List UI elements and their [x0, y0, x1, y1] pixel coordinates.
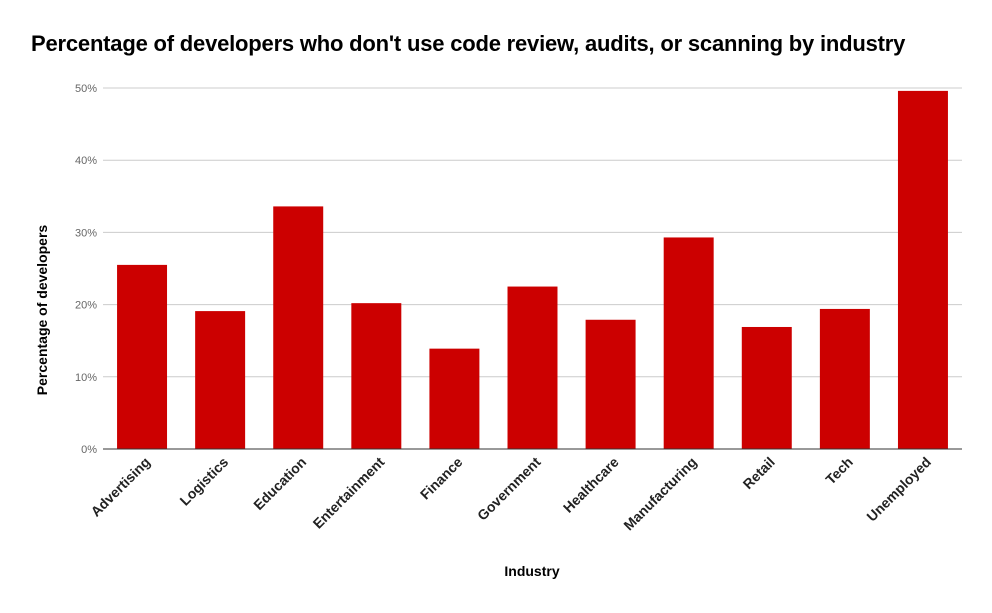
x-tick-label: Government [474, 454, 544, 524]
x-tick-label: Manufacturing [620, 454, 700, 534]
bar-tech [819, 308, 870, 449]
y-tick-label: 10% [75, 372, 97, 384]
bar-retail [741, 326, 792, 449]
y-tick-label: 0% [81, 444, 97, 456]
x-axis-label: Industry [504, 563, 560, 579]
bar-government [507, 286, 558, 449]
x-tick-label: Retail [740, 454, 778, 492]
x-tick-label: Unemployed [863, 454, 934, 525]
bar-healthcare [585, 319, 636, 449]
bar-finance [429, 348, 480, 449]
bar-logistics [195, 311, 246, 449]
x-tick-label: Healthcare [560, 454, 622, 516]
x-tick-label: Advertising [87, 454, 153, 520]
y-tick-label: 40% [75, 155, 97, 167]
x-tick-label: Education [250, 454, 309, 513]
bar-advertising [117, 264, 168, 449]
y-tick-label: 20% [75, 300, 97, 312]
bar-manufacturing [663, 237, 714, 449]
y-tick-label: 30% [75, 227, 97, 239]
x-tick-label: Finance [417, 454, 466, 503]
bar-education [273, 206, 324, 449]
bar-entertainment [351, 303, 402, 449]
bar-unemployed [897, 90, 948, 449]
y-tick-label: 50% [75, 83, 97, 95]
chart-title: Percentage of developers who don't use c… [31, 31, 906, 56]
x-tick-label: Tech [822, 454, 856, 488]
x-tick-label: Logistics [176, 454, 231, 509]
x-tick-label: Entertainment [310, 454, 388, 532]
